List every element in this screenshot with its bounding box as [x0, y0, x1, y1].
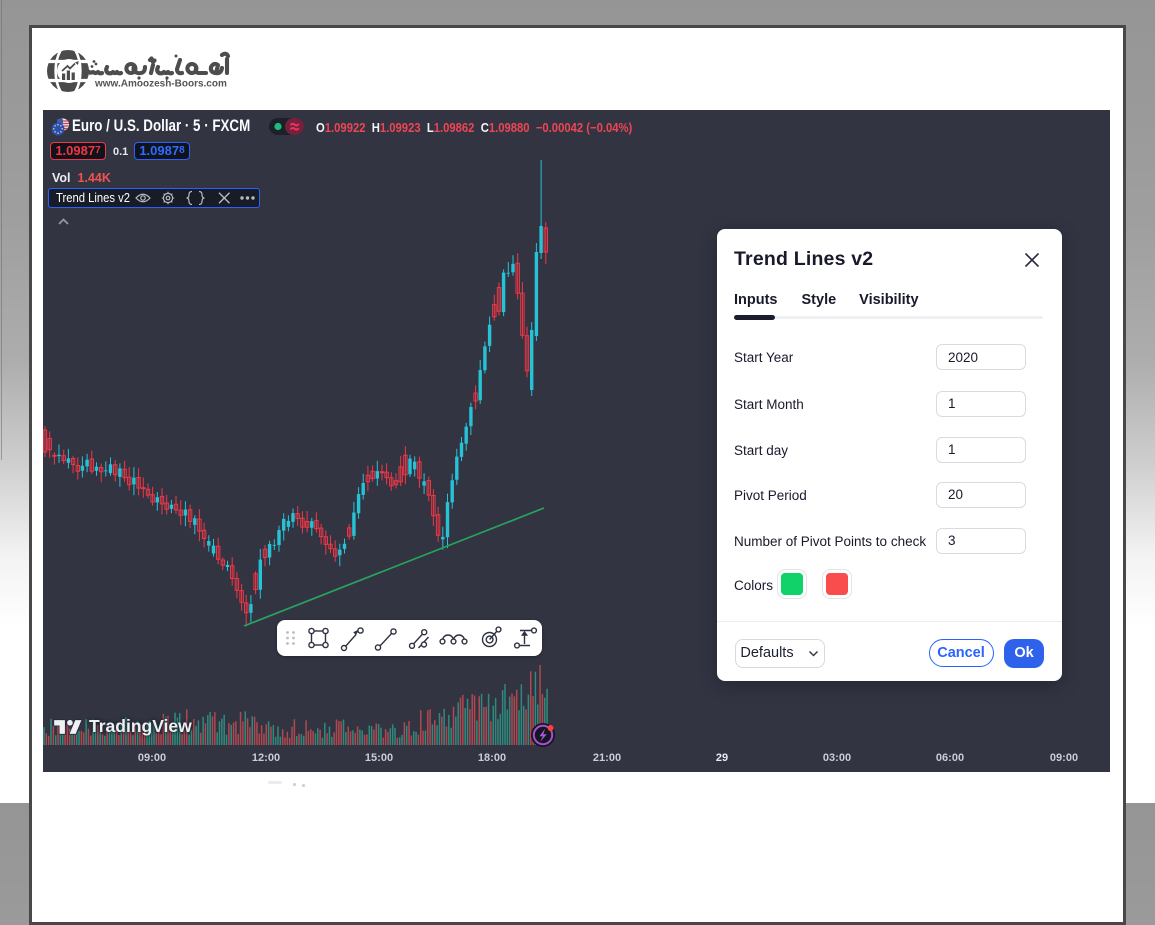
svg-text:www.Amoozesh-Boors.com: www.Amoozesh-Boors.com [94, 79, 227, 90]
